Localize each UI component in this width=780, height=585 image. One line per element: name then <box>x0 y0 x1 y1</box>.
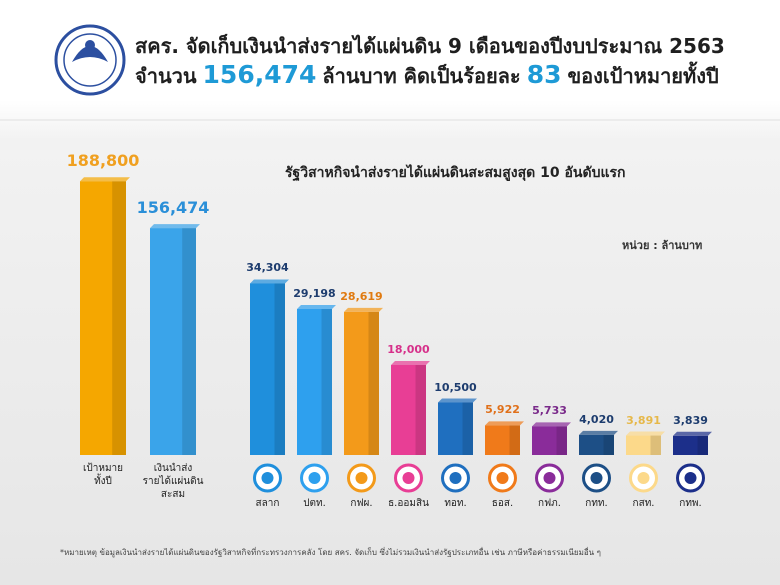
bar <box>626 435 661 455</box>
title: สคร. จัดเก็บเงินนำส่งรายได้แผ่นดิน 9 เดื… <box>135 34 725 58</box>
bar-top <box>438 398 477 403</box>
x-tick-label: สลาก <box>255 498 280 509</box>
bar-shade <box>697 435 708 455</box>
value-label: 28,619 <box>340 289 383 303</box>
value-label: 3,891 <box>626 413 661 427</box>
x-tick-label: ปตท. <box>303 498 326 509</box>
bar-shade <box>556 426 567 455</box>
bar-top <box>297 305 336 310</box>
title-line-2: จำนวน 156,474 ล้านบาท คิดเป็นร้อยละ 83 ของเป… <box>135 60 725 92</box>
bar <box>438 402 473 455</box>
value-label: 34,304 <box>246 261 289 275</box>
title-part: จำนวน <box>135 64 197 88</box>
value-label: 5,922 <box>485 403 520 417</box>
bar-top <box>485 421 524 426</box>
x-tick-label: กฟผ. <box>350 498 373 509</box>
org-logo-core <box>449 472 462 484</box>
value-label: 5,733 <box>532 404 567 418</box>
bar <box>673 435 708 455</box>
bar-shade <box>182 228 196 455</box>
bar <box>297 309 332 455</box>
title-part: 156,474 <box>202 60 317 89</box>
value-label: 4,020 <box>579 412 614 426</box>
org-logo-core <box>308 472 321 484</box>
bar <box>250 283 285 455</box>
value-label: 18,000 <box>387 343 430 356</box>
bar-shade <box>415 365 426 455</box>
bar <box>344 311 379 455</box>
subtitle: รัฐวิสาหกิจนำส่งรายได้แผ่นดินสะสมสูงสุด … <box>285 165 626 181</box>
bar <box>579 434 614 455</box>
footnote: *หมายเหตุ ข้อมูลเงินนำส่งรายได้แผ่นดินขอ… <box>60 548 601 557</box>
bar-shade <box>462 402 473 455</box>
x-tick-label: ทอท. <box>444 498 467 509</box>
title-part: ล้านบาท คิดเป็นร้อยละ <box>322 64 521 88</box>
unit-label: หน่วย : ล้านบาท <box>622 239 703 252</box>
bar-shade <box>112 181 126 456</box>
bar <box>391 365 426 455</box>
bar-shade <box>509 425 520 455</box>
bar-shade <box>321 309 332 455</box>
x-tick-label: ธอส. <box>491 498 514 509</box>
bar <box>485 425 520 455</box>
org-logo-core <box>637 472 650 484</box>
value-label: 188,800 <box>66 151 140 171</box>
bar-shade <box>274 283 285 455</box>
value-label: 10,500 <box>434 380 477 394</box>
bar-top <box>626 431 665 436</box>
org-logo-core <box>590 472 603 484</box>
value-label: 3,839 <box>673 413 708 427</box>
x-tick-label: กทพ. <box>679 498 702 509</box>
bar <box>80 181 126 456</box>
title-part: 83 <box>526 60 562 89</box>
title-part: ของเป้าหมายทั้งปี <box>567 64 719 88</box>
x-tick-label: ธ.ออมสิน <box>388 498 429 509</box>
logo <box>54 24 126 96</box>
bar-shade <box>368 311 379 455</box>
bar <box>150 228 196 455</box>
bar-top <box>150 224 200 229</box>
x-tick-label: เป้าหมาย ทั้งปี <box>82 463 124 487</box>
bar-top <box>80 177 130 182</box>
bar-top <box>579 430 618 435</box>
value-label: 29,198 <box>293 287 336 300</box>
bar-shade <box>650 435 661 455</box>
bar-top <box>344 307 383 312</box>
value-label: 156,474 <box>136 198 210 218</box>
org-logo-core <box>496 472 509 484</box>
bar-top <box>391 361 430 365</box>
bar-shade <box>603 434 614 455</box>
x-tick-label: กสท. <box>632 498 655 509</box>
org-logo-core <box>261 472 274 484</box>
x-tick-label: กฟภ. <box>538 498 561 509</box>
bar-top <box>673 431 712 436</box>
bar-top <box>250 279 289 284</box>
x-tick-label: กทท. <box>585 498 608 509</box>
bar-top <box>532 422 571 427</box>
bar <box>532 426 567 455</box>
org-logo-core <box>355 472 368 484</box>
org-logo-core <box>684 472 697 484</box>
x-tick-label: เงินนำส่ง รายได้แผ่นดิน สะสม <box>142 463 204 500</box>
org-logo-core <box>543 472 556 484</box>
org-logo-core <box>402 472 415 484</box>
